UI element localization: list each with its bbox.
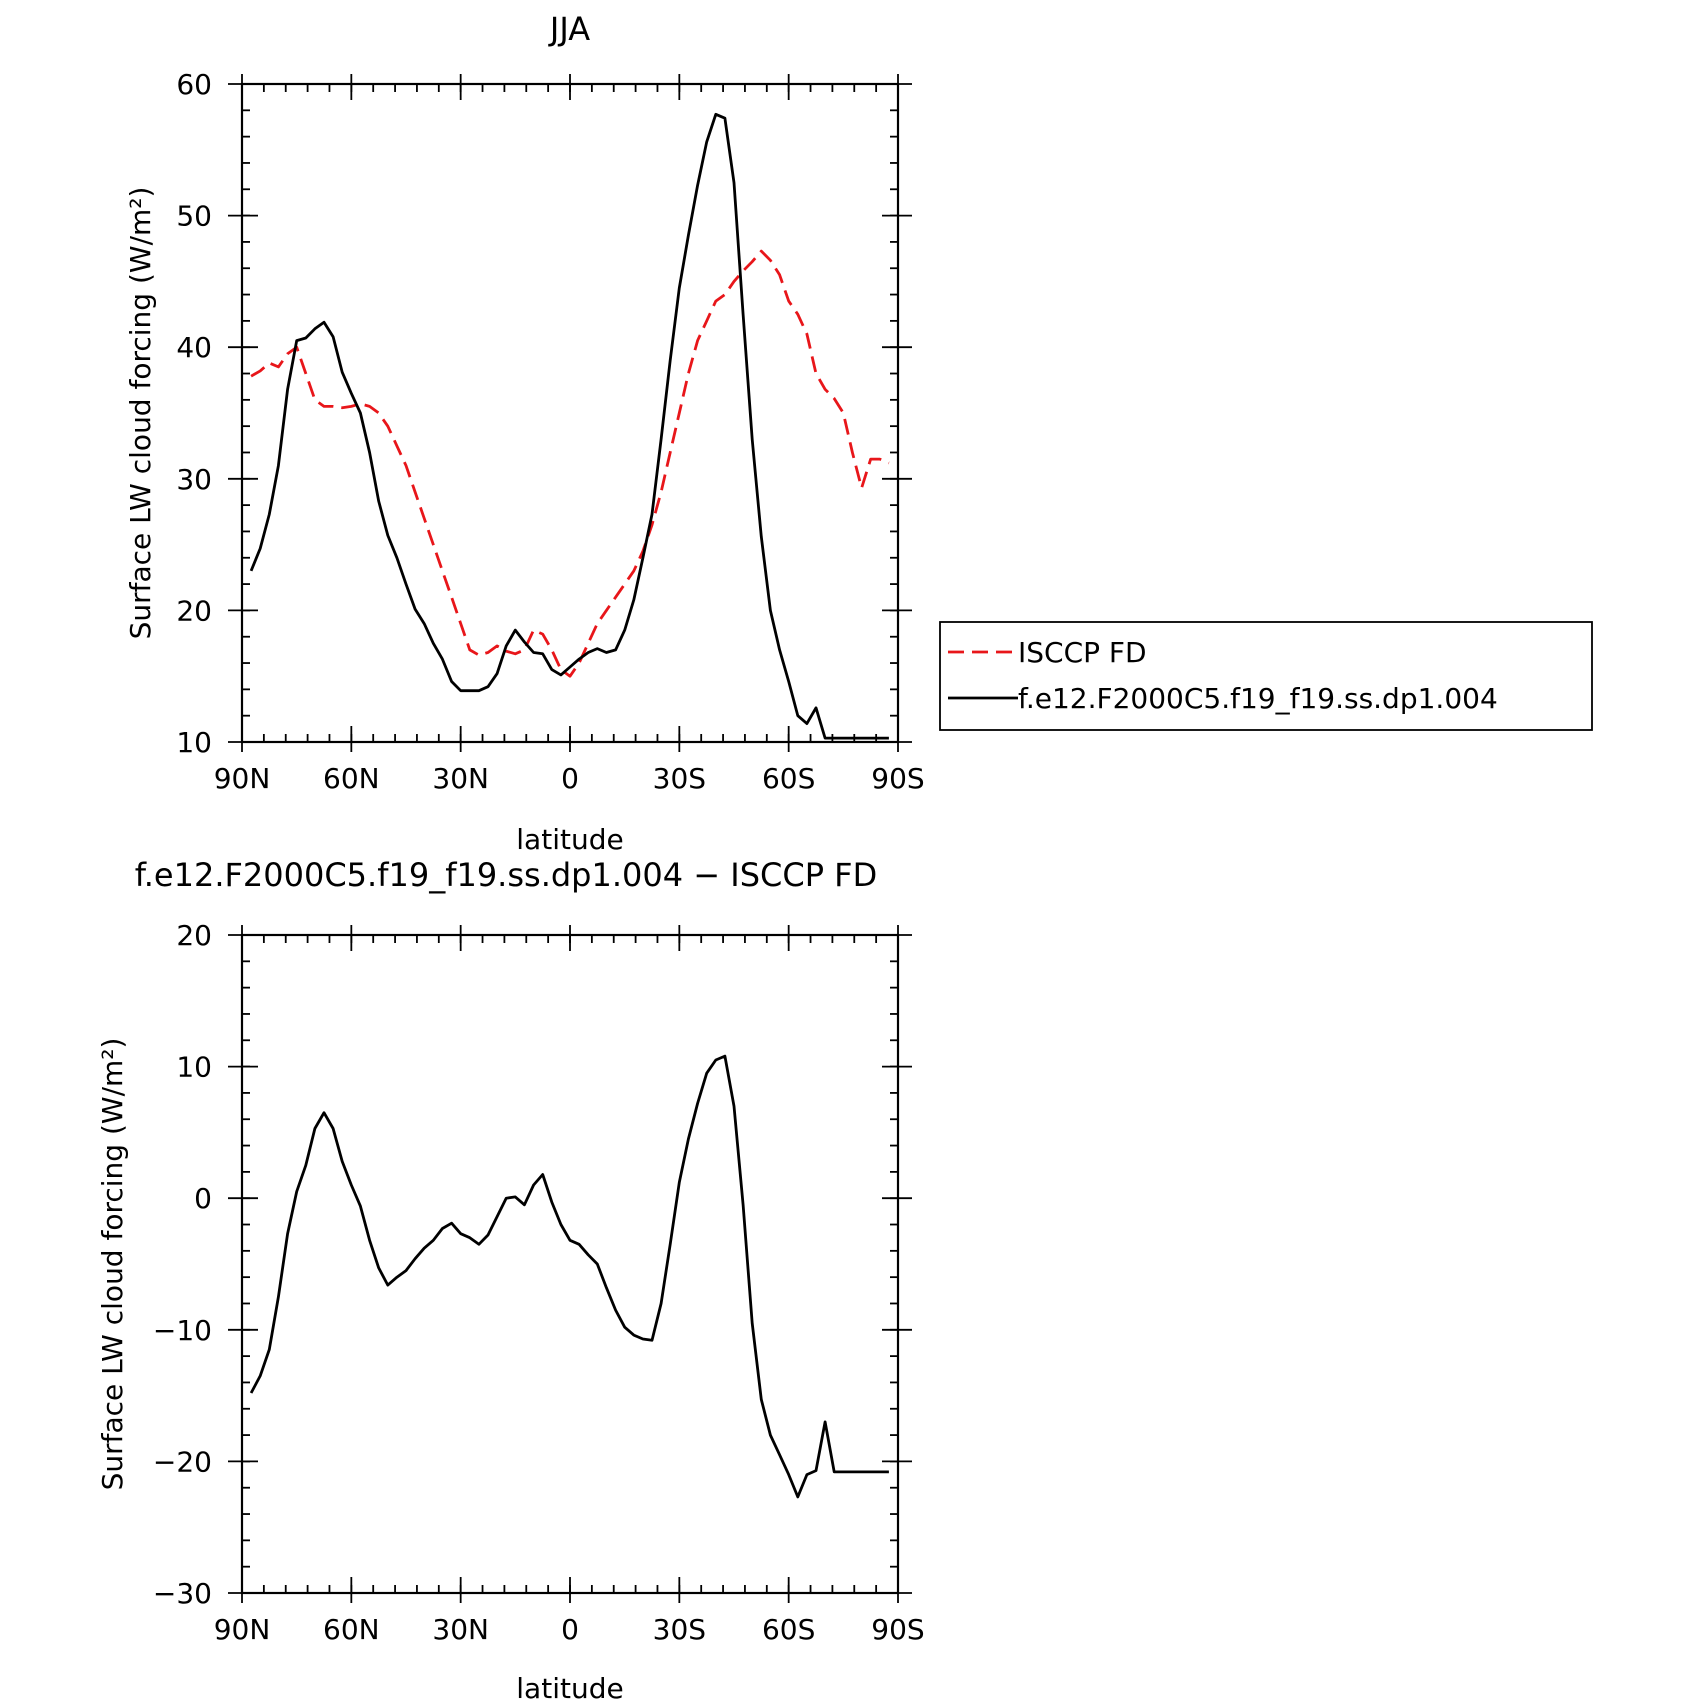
x-tick-label: 60N: [323, 1613, 380, 1646]
x-tick-label: 30N: [432, 1613, 489, 1646]
chart-title: JJA: [548, 10, 590, 48]
x-tick-label: 60N: [323, 762, 380, 795]
y-tick-label: 50: [176, 200, 212, 233]
chart-title: f.e12.F2000C5.f19_f19.ss.dp1.004 − ISCCP…: [135, 856, 877, 894]
x-axis-label: latitude: [516, 1672, 623, 1703]
legend-box: [939, 621, 1593, 731]
x-tick-label: 90S: [871, 762, 924, 795]
legend-label: f.e12.F2000C5.f19_f19.ss.dp1.004: [1018, 682, 1498, 715]
y-tick-label: 20: [176, 919, 212, 952]
y-tick-label: 40: [176, 331, 212, 364]
series-line-0: [250, 249, 890, 678]
y-tick-label: 0: [194, 1182, 212, 1215]
y-tick-label: 10: [176, 1051, 212, 1084]
y-tick-label: 20: [176, 594, 212, 627]
y-tick-label: 30: [176, 463, 212, 496]
y-tick-label: 10: [176, 726, 212, 759]
bottom-panel-difference: 90N 60N 30N 0 30S 60S 90S −30 −20 −10 0 10 20 f.e12.F…: [96, 856, 925, 1703]
x-tick-label: 60S: [762, 762, 815, 795]
y-tick-label: 60: [176, 68, 212, 101]
top-panel-jja: 90N 60N 30N 0 30S 60S 90S 10 20 30 40 50 60 JJA latitu…: [124, 10, 1593, 856]
x-tick-label: 90N: [214, 762, 271, 795]
legend: ISCCP FD f.e12.F2000C5.f19_f19.ss.dp1.004: [939, 621, 1593, 731]
y-tick-label: −30: [153, 1577, 212, 1610]
y-axis-label: Surface LW cloud forcing (W/m²): [124, 187, 157, 640]
series-line-1: [249, 112, 889, 740]
x-tick-label: 90S: [871, 1613, 924, 1646]
legend-label: ISCCP FD: [1018, 636, 1147, 669]
x-tick-label: 30S: [653, 762, 706, 795]
y-tick-label: −20: [153, 1445, 212, 1478]
x-tick-label: 0: [561, 1613, 579, 1646]
x-axis-label: latitude: [516, 823, 623, 856]
y-axis-label: Surface LW cloud forcing (W/m²): [96, 1038, 129, 1491]
x-tick-label: 60S: [762, 1613, 815, 1646]
series-line-0: [249, 1054, 889, 1499]
x-tick-label: 30S: [653, 1613, 706, 1646]
x-tick-label: 90N: [214, 1613, 271, 1646]
y-tick-label: −10: [153, 1314, 212, 1347]
x-tick-label: 0: [561, 762, 579, 795]
plot-frame: [240, 82, 900, 744]
x-tick-label: 30N: [432, 762, 489, 795]
